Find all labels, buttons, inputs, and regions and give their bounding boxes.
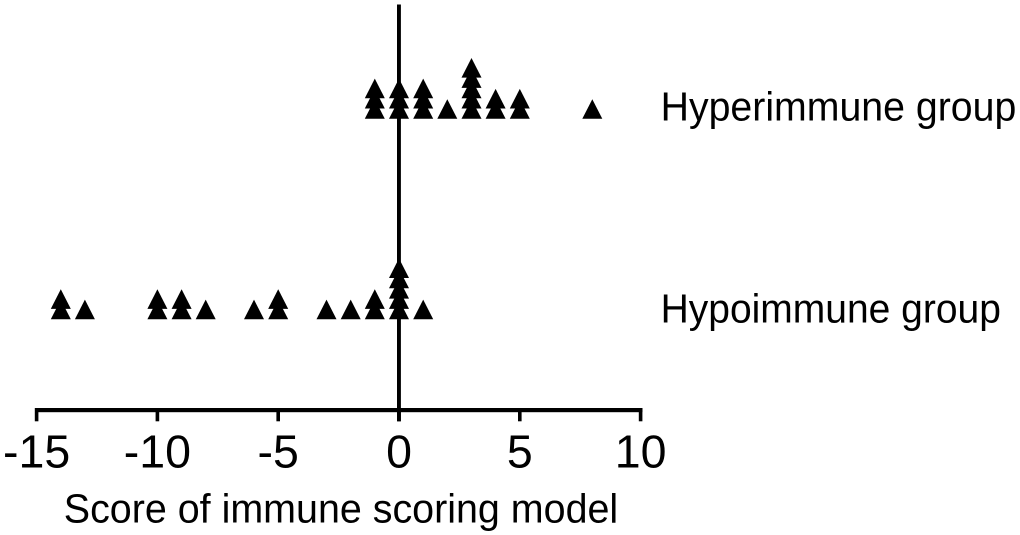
svg-text:Score of immune scoring model: Score of immune scoring model <box>64 485 618 531</box>
svg-text:-5: -5 <box>258 426 299 478</box>
svg-text:-15: -15 <box>3 426 70 478</box>
svg-text:-10: -10 <box>124 426 191 478</box>
svg-text:5: 5 <box>507 426 533 478</box>
svg-text:0: 0 <box>386 426 412 478</box>
svg-text:10: 10 <box>615 426 667 478</box>
svg-text:Hyperimmune group: Hyperimmune group <box>661 84 1017 130</box>
svg-text:Hypoimmune group: Hypoimmune group <box>661 286 1001 332</box>
